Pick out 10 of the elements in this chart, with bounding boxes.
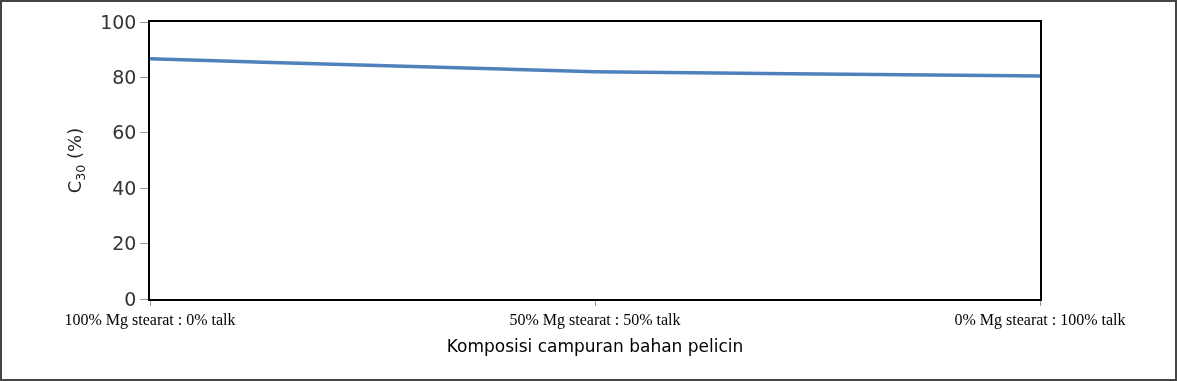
y-tick-label: 100 [100,10,137,33]
x-tick-label: 0% Mg stearat : 100% talk [954,310,1126,329]
y-tick-label: 60 [112,121,137,144]
x-tick-label: 100% Mg stearat : 0% talk [64,310,236,329]
y-tick-label: 20 [112,232,137,255]
x-axis-title: Komposisi campuran bahan pelicin [446,335,744,356]
y-tick-label: 0 [124,287,137,310]
x-tick-label: 50% Mg stearat : 50% talk [509,310,681,329]
y-tick-label: 80 [112,66,137,89]
y-tick-label: 40 [112,176,137,199]
